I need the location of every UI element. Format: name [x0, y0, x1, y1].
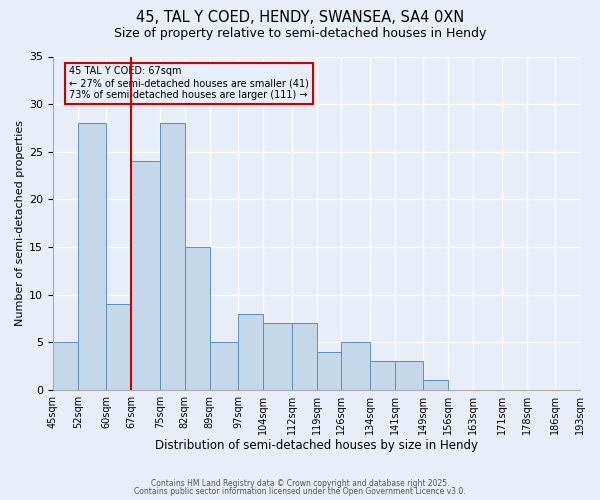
- Text: Size of property relative to semi-detached houses in Hendy: Size of property relative to semi-detach…: [114, 28, 486, 40]
- Bar: [263, 323, 292, 390]
- Bar: [238, 314, 263, 390]
- Bar: [209, 342, 238, 390]
- Bar: [131, 162, 160, 390]
- Text: 45 TAL Y COED: 67sqm
← 27% of semi-detached houses are smaller (41)
73% of semi-: 45 TAL Y COED: 67sqm ← 27% of semi-detac…: [69, 66, 308, 100]
- Bar: [395, 362, 424, 390]
- Text: 45, TAL Y COED, HENDY, SWANSEA, SA4 0XN: 45, TAL Y COED, HENDY, SWANSEA, SA4 0XN: [136, 10, 464, 25]
- Bar: [424, 380, 448, 390]
- Bar: [106, 304, 131, 390]
- X-axis label: Distribution of semi-detached houses by size in Hendy: Distribution of semi-detached houses by …: [155, 440, 478, 452]
- Bar: [160, 123, 185, 390]
- Text: Contains public sector information licensed under the Open Government Licence v3: Contains public sector information licen…: [134, 487, 466, 496]
- Bar: [78, 123, 106, 390]
- Bar: [370, 362, 395, 390]
- Bar: [53, 342, 78, 390]
- Bar: [317, 352, 341, 390]
- Bar: [185, 247, 209, 390]
- Text: Contains HM Land Registry data © Crown copyright and database right 2025.: Contains HM Land Registry data © Crown c…: [151, 478, 449, 488]
- Bar: [292, 323, 317, 390]
- Y-axis label: Number of semi-detached properties: Number of semi-detached properties: [15, 120, 25, 326]
- Bar: [341, 342, 370, 390]
